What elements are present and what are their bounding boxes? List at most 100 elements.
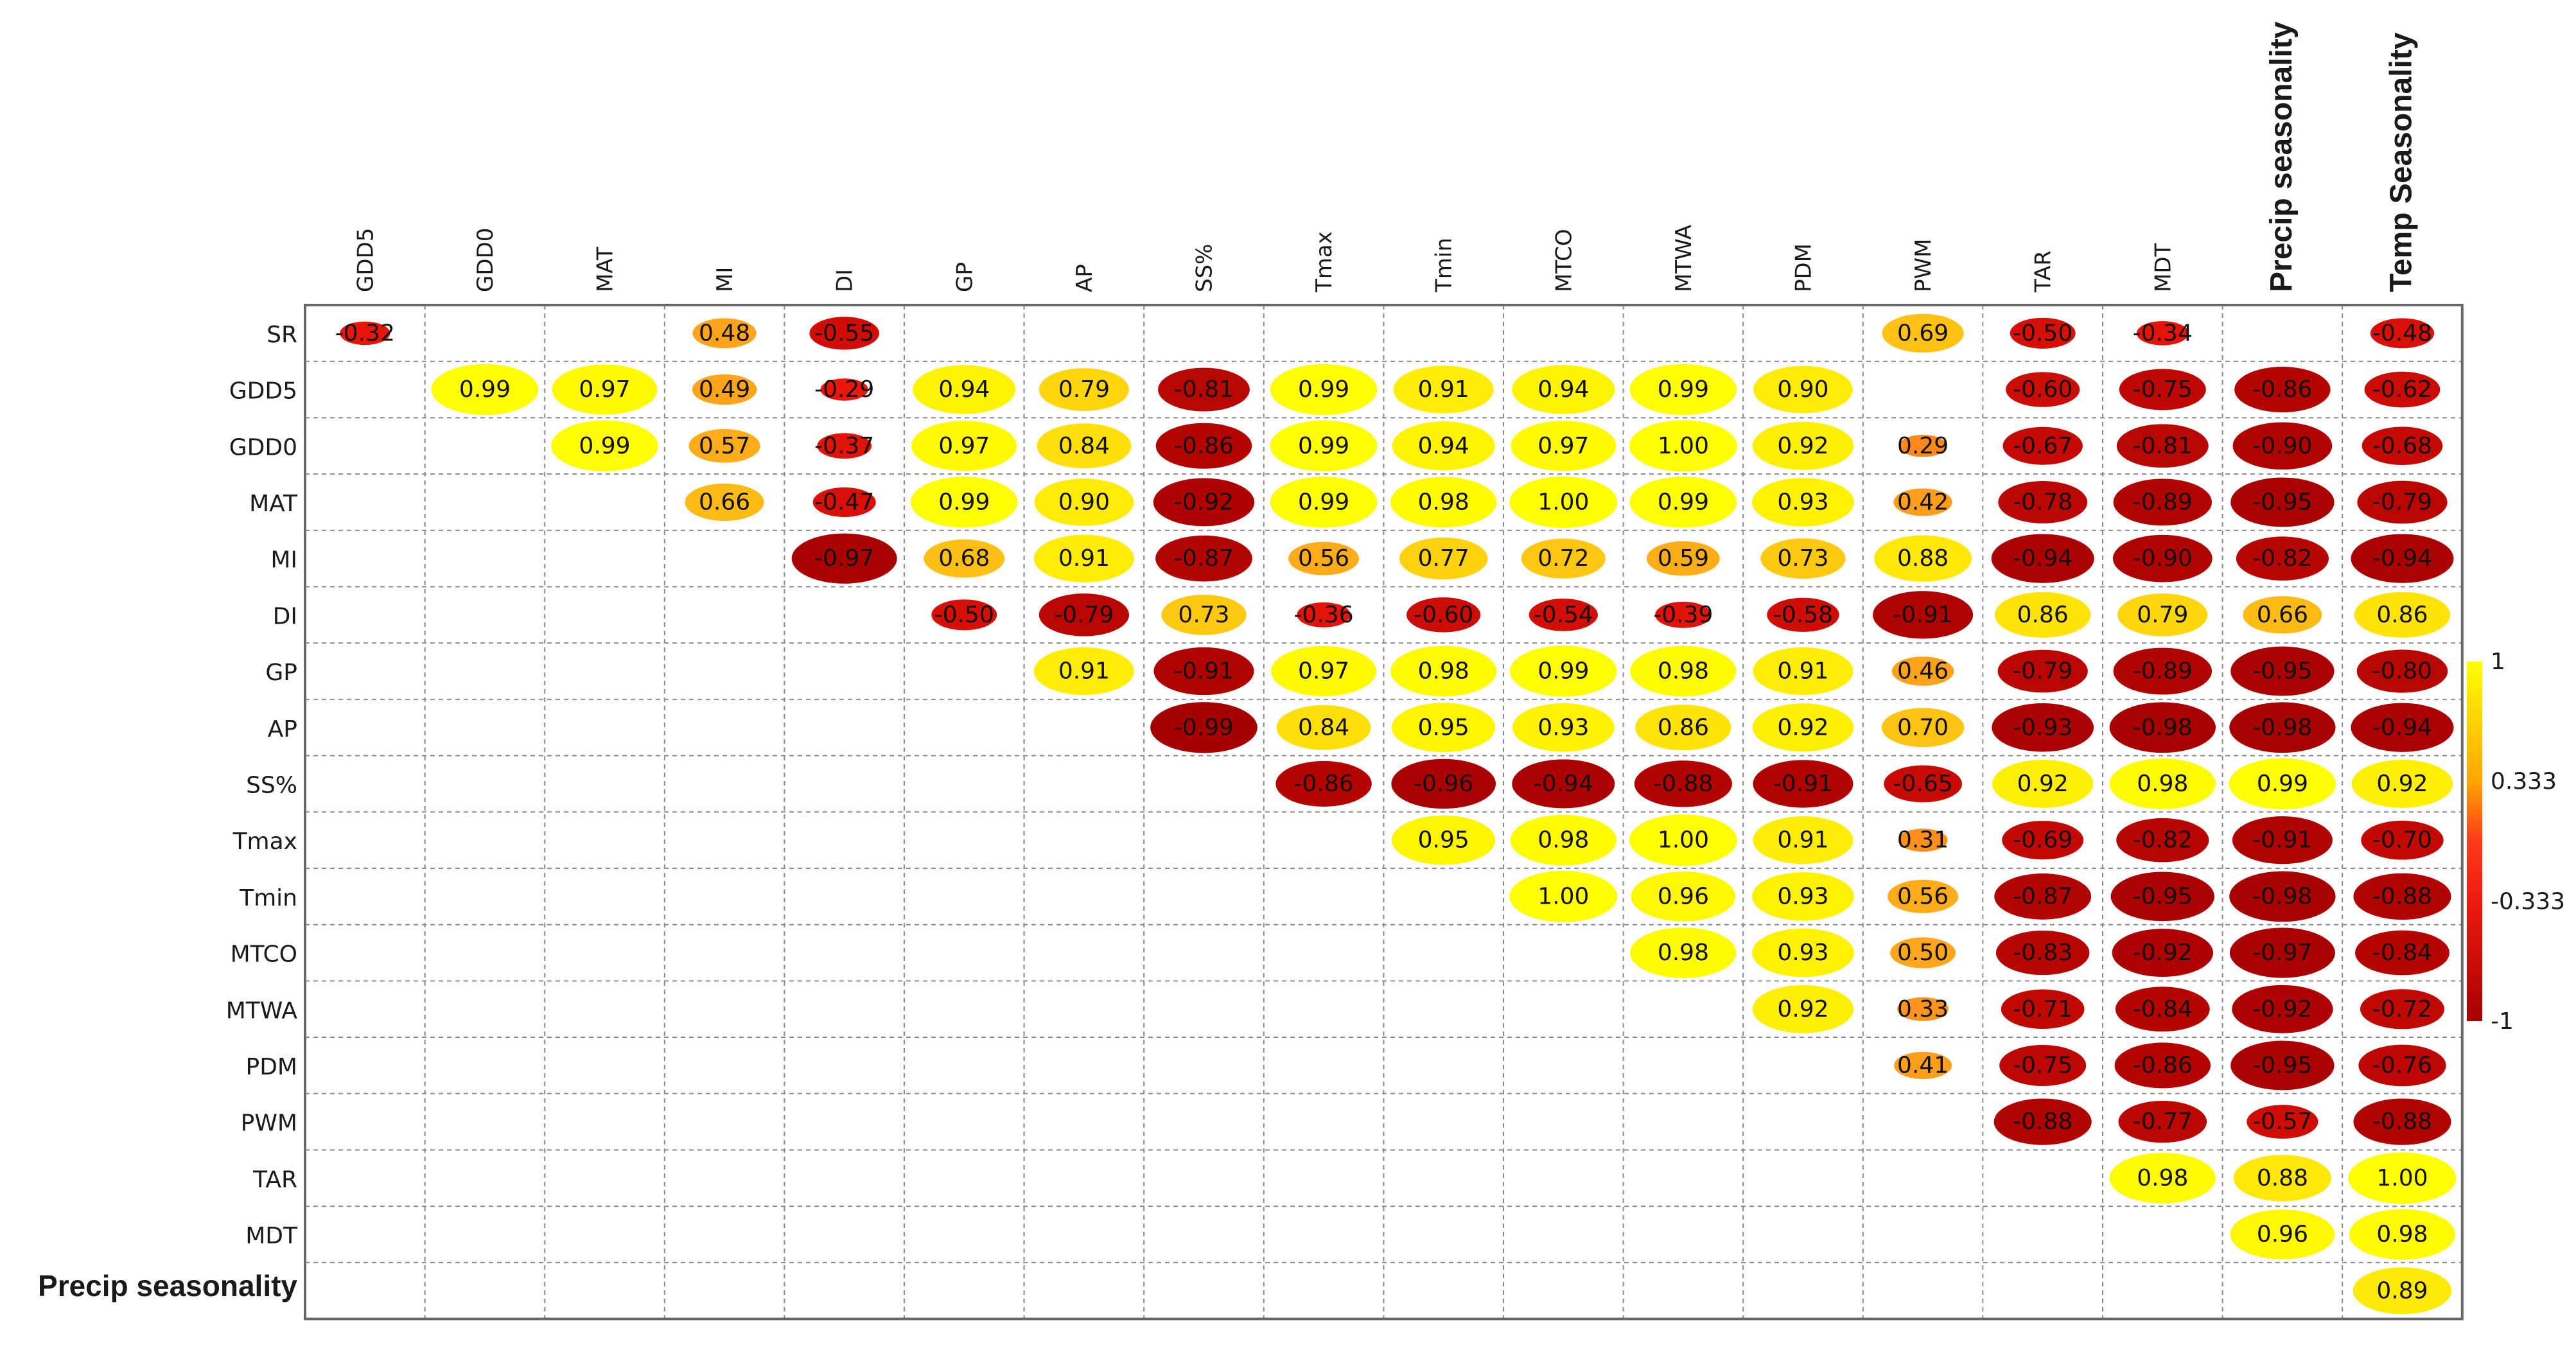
correlation-ellipse <box>1752 872 1854 921</box>
correlation-ellipse <box>1153 647 1254 696</box>
column-label: Precip seasonality <box>2265 21 2299 292</box>
correlation-value: 0.73 <box>1777 545 1828 572</box>
correlation-value: -0.81 <box>2133 433 2193 459</box>
correlation-value: 0.70 <box>1897 714 1949 741</box>
correlation-value: 0.90 <box>1058 489 1110 515</box>
correlation-value: -0.70 <box>2372 827 2432 854</box>
correlation-value: -0.37 <box>814 433 874 459</box>
correlation-ellipse <box>2361 820 2444 860</box>
correlation-value: 0.31 <box>1897 827 1949 854</box>
correlation-ellipse <box>1630 927 1737 978</box>
correlation-value: 0.99 <box>1298 489 1349 515</box>
correlation-ellipse <box>1509 476 1618 528</box>
correlation-ellipse <box>1270 477 1378 528</box>
correlation-ellipse <box>820 378 868 401</box>
correlation-value: -0.60 <box>2013 376 2072 403</box>
correlation-ellipse <box>1529 599 1598 631</box>
correlation-ellipse <box>1155 423 1252 469</box>
correlation-ellipse <box>692 374 757 405</box>
correlation-ellipse <box>2230 477 2335 527</box>
correlation-ellipse <box>2002 821 2084 860</box>
correlation-value: -0.90 <box>2252 433 2312 459</box>
correlation-value: -0.86 <box>2133 1052 2193 1078</box>
column-label: TAR <box>2031 250 2056 293</box>
correlation-ellipse <box>1646 541 1720 576</box>
correlation-value: 0.73 <box>1178 602 1229 628</box>
correlation-ellipse <box>2230 646 2335 696</box>
correlation-ellipse <box>931 599 997 631</box>
correlation-ellipse <box>1161 594 1247 635</box>
correlation-ellipse <box>1390 477 1497 528</box>
correlation-ellipse <box>2006 372 2080 407</box>
matrix-border <box>304 304 2464 1320</box>
row-label: Precip seasonality <box>38 1269 297 1302</box>
correlation-value: 1.00 <box>1658 433 1709 459</box>
column-label: PDM <box>1791 243 1817 292</box>
correlation-value: 0.88 <box>2257 1165 2308 1191</box>
correlation-value: 0.79 <box>1058 376 1110 403</box>
correlation-value: 0.97 <box>1298 658 1349 685</box>
correlation-ellipse <box>1630 645 1737 697</box>
correlation-ellipse <box>1392 815 1496 865</box>
correlation-value: 0.92 <box>1777 996 1828 1022</box>
correlation-value: -0.98 <box>2252 883 2312 909</box>
correlation-ellipse <box>340 321 390 346</box>
row-label: SS% <box>246 772 297 798</box>
correlation-ellipse <box>1752 478 1854 527</box>
correlation-value: 0.50 <box>1897 940 1949 966</box>
correlation-ellipse <box>2232 422 2333 470</box>
correlation-ellipse <box>692 318 757 349</box>
column-label: Temp Seasonality <box>2385 32 2419 292</box>
correlation-value: 0.97 <box>579 376 630 403</box>
correlation-value: -0.94 <box>1534 771 1593 797</box>
correlation-ellipse <box>2119 369 2206 410</box>
correlation-value: -0.94 <box>2013 545 2072 572</box>
correlation-ellipse <box>1891 656 1954 686</box>
correlation-value: 0.89 <box>2376 1277 2428 1304</box>
column-labels: GDD5 GDD0 MAT MI DI GP AP SS% Tmax Tmin MTCO MTWA PD… <box>353 21 2418 293</box>
colorbar-tick-label: 0.333 <box>2491 769 2557 795</box>
column-label: MTWA <box>1671 225 1697 292</box>
correlation-value: 0.33 <box>1897 996 1949 1022</box>
correlation-ellipse <box>1038 368 1130 411</box>
correlation-ellipse <box>1897 997 1949 1021</box>
correlation-value: 0.98 <box>2376 1222 2428 1248</box>
correlation-ellipse <box>812 487 876 517</box>
correlation-ellipse <box>2010 317 2076 349</box>
correlation-ellipse <box>2361 426 2443 466</box>
correlation-ellipse <box>2355 930 2449 976</box>
correlation-ellipse <box>431 364 539 416</box>
row-label: MTWA <box>226 997 298 1024</box>
correlation-ellipse <box>1629 420 1737 472</box>
correlation-value: 0.93 <box>1777 489 1828 515</box>
correlation-ellipse <box>1655 601 1712 628</box>
correlation-value: -0.95 <box>2252 489 2312 515</box>
correlation-ellipse <box>2136 320 2189 346</box>
correlation-ellipse <box>1158 367 1250 412</box>
correlation-ellipse <box>1511 421 1617 471</box>
correlation-ellipse <box>913 365 1016 414</box>
correlation-ellipse <box>2110 872 2214 922</box>
correlation-ellipse <box>911 421 1017 471</box>
correlation-value: 0.92 <box>2017 771 2069 797</box>
correlation-value: -0.99 <box>1174 714 1234 741</box>
correlation-ellipse <box>2118 1101 2207 1143</box>
column-label: MAT <box>593 247 618 292</box>
correlation-ellipse <box>1521 538 1606 579</box>
correlation-value: -0.71 <box>2013 996 2072 1022</box>
correlation-value: -0.80 <box>2372 658 2432 685</box>
correlation-value: 0.92 <box>1777 714 1828 741</box>
colorbar <box>2467 662 2482 1021</box>
correlation-value: 0.97 <box>1538 433 1589 459</box>
correlation-ellipse <box>2001 989 2085 1029</box>
correlation-value: -0.98 <box>2252 714 2312 741</box>
correlation-value: -0.84 <box>2133 996 2193 1022</box>
correlation-ellipse <box>2247 1105 2318 1139</box>
correlation-ellipse <box>1894 1051 1952 1080</box>
correlation-ellipse <box>2353 873 2451 920</box>
correlation-ellipse <box>1752 703 1854 752</box>
correlation-value: 0.93 <box>1777 940 1828 966</box>
correlation-value: 0.91 <box>1058 658 1110 685</box>
correlation-value: 1.00 <box>1538 489 1589 515</box>
correlation-ellipse <box>1898 828 1948 852</box>
